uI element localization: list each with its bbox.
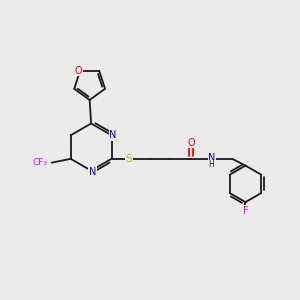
Text: F: F <box>243 206 248 216</box>
Text: N: N <box>109 130 117 140</box>
Text: O: O <box>187 138 195 148</box>
Text: S: S <box>126 154 133 164</box>
Text: O: O <box>75 66 83 76</box>
Text: H: H <box>209 160 214 169</box>
Text: N: N <box>208 153 215 163</box>
Text: CF₃: CF₃ <box>32 158 47 167</box>
Text: N: N <box>89 167 96 177</box>
